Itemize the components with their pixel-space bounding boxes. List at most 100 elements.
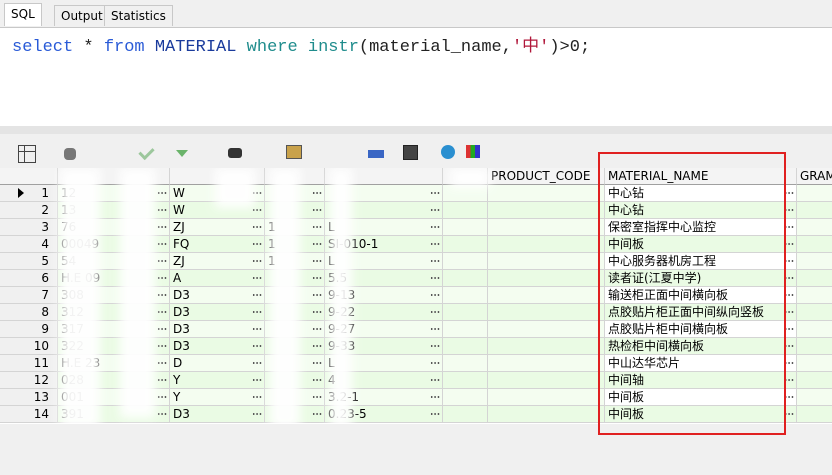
cell: D — [170, 355, 265, 372]
cell-button[interactable] — [157, 226, 167, 228]
cell-button[interactable] — [157, 413, 167, 415]
cell-button[interactable] — [157, 243, 167, 245]
sql-text: select * from MATERIAL where instr(mater… — [12, 31, 590, 57]
cell-button[interactable] — [252, 192, 262, 194]
cell-button[interactable] — [312, 277, 322, 279]
cell-button[interactable] — [430, 294, 440, 296]
sql-editor[interactable] — [0, 27, 832, 127]
cell-button[interactable] — [430, 328, 440, 330]
down-icon[interactable] — [176, 150, 188, 157]
column-header: MATERIAL_NAME — [605, 168, 797, 185]
cell-button[interactable] — [252, 379, 262, 381]
cell-button[interactable] — [430, 379, 440, 381]
cell-button[interactable] — [157, 311, 167, 313]
tab[interactable]: Output — [54, 5, 110, 26]
privacy-blur — [330, 168, 352, 424]
query-icon[interactable] — [286, 145, 302, 159]
cell-button[interactable] — [157, 277, 167, 279]
cell-button[interactable] — [430, 260, 440, 262]
tab[interactable]: Statistics — [104, 5, 173, 26]
cell-button[interactable] — [252, 260, 262, 262]
cell-button[interactable] — [430, 192, 440, 194]
save-icon[interactable] — [403, 145, 418, 160]
cell-button[interactable] — [430, 226, 440, 228]
cell-button[interactable] — [784, 192, 794, 194]
cell-button[interactable] — [312, 396, 322, 398]
cell-button[interactable] — [252, 362, 262, 364]
cell-button[interactable] — [252, 413, 262, 415]
cell-button[interactable] — [784, 294, 794, 296]
result-grid[interactable]: PRODUCT_CODEMATERIAL_NAMEGRAM112W中心钻213W… — [0, 168, 832, 424]
cell-button[interactable] — [430, 209, 440, 211]
cell-button[interactable] — [430, 345, 440, 347]
cell-button[interactable] — [157, 345, 167, 347]
cell-button[interactable] — [312, 413, 322, 415]
cell-button[interactable] — [430, 243, 440, 245]
tab[interactable]: SQL — [4, 3, 42, 26]
cell-button[interactable] — [784, 311, 794, 313]
grid-icon[interactable] — [18, 145, 36, 163]
cell-button[interactable] — [252, 311, 262, 313]
cell-button[interactable] — [312, 260, 322, 262]
cell-button[interactable] — [312, 243, 322, 245]
cell-button[interactable] — [784, 243, 794, 245]
cell-button[interactable] — [430, 362, 440, 364]
cell — [443, 338, 488, 355]
cell-button[interactable] — [252, 277, 262, 279]
cell-button[interactable] — [784, 226, 794, 228]
cell-button[interactable] — [252, 328, 262, 330]
cell-button[interactable] — [252, 209, 262, 211]
cell — [797, 253, 832, 270]
cell-button[interactable] — [430, 311, 440, 313]
cell-button[interactable] — [157, 260, 167, 262]
chart-icon[interactable] — [466, 145, 480, 158]
cell — [797, 355, 832, 372]
find-icon[interactable] — [228, 148, 242, 158]
cell-button[interactable] — [157, 328, 167, 330]
check-icon[interactable] — [138, 143, 155, 161]
cell-button[interactable] — [430, 277, 440, 279]
cell-button[interactable] — [157, 379, 167, 381]
cell-button[interactable] — [312, 294, 322, 296]
cell-button[interactable] — [784, 396, 794, 398]
tree-icon[interactable] — [368, 150, 384, 158]
splitter[interactable] — [0, 126, 832, 134]
cell-button[interactable] — [157, 294, 167, 296]
cell-button[interactable] — [252, 396, 262, 398]
cell-button[interactable] — [784, 209, 794, 211]
cell-button[interactable] — [784, 328, 794, 330]
cell-button[interactable] — [784, 277, 794, 279]
cell-button[interactable] — [784, 379, 794, 381]
cell-button[interactable] — [784, 413, 794, 415]
cell-button[interactable] — [312, 209, 322, 211]
cell-button[interactable] — [252, 243, 262, 245]
cell — [797, 287, 832, 304]
cell: 中心服务器机房工程 — [605, 253, 797, 270]
cell-button[interactable] — [430, 396, 440, 398]
export-icon[interactable] — [441, 145, 455, 159]
cell-button[interactable] — [430, 413, 440, 415]
cell-button[interactable] — [312, 226, 322, 228]
add-icon[interactable] — [92, 145, 108, 161]
cell-button[interactable] — [312, 362, 322, 364]
lock-icon[interactable] — [64, 148, 76, 160]
cell-button[interactable] — [312, 311, 322, 313]
cell-button[interactable] — [784, 345, 794, 347]
cell-button[interactable] — [157, 209, 167, 211]
cell-button[interactable] — [312, 345, 322, 347]
cell-button[interactable] — [157, 396, 167, 398]
cell — [488, 389, 605, 406]
cell-button[interactable] — [784, 362, 794, 364]
cell — [325, 202, 443, 219]
cell-button[interactable] — [157, 362, 167, 364]
cell-button[interactable] — [312, 379, 322, 381]
cell-button[interactable] — [252, 226, 262, 228]
cell-button[interactable] — [157, 192, 167, 194]
cell-button[interactable] — [252, 345, 262, 347]
cell-button[interactable] — [312, 192, 322, 194]
cell-button[interactable] — [252, 294, 262, 296]
cell-button[interactable] — [784, 260, 794, 262]
cell: ZJ — [170, 253, 265, 270]
cell-button[interactable] — [312, 328, 322, 330]
